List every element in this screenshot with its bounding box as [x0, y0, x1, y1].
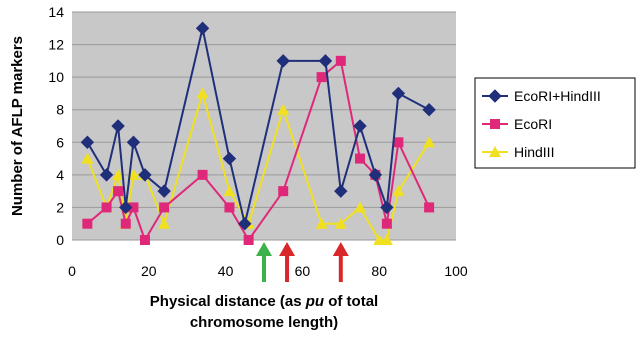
position-arrows — [256, 242, 349, 282]
data-point — [243, 235, 254, 245]
legend-items: EcoRI+HindIII EcoRI HindIII — [482, 88, 601, 160]
data-point — [380, 200, 394, 215]
data-point — [112, 168, 125, 180]
data-point — [101, 202, 112, 213]
y-axis-title: Number of AFLP markers — [9, 36, 26, 216]
x-tick-label: 80 — [371, 263, 387, 279]
data-point — [354, 201, 366, 213]
data-point — [223, 185, 236, 197]
y-tick-label: 12 — [48, 37, 64, 53]
y-tick-label: 14 — [48, 4, 64, 20]
x-axis-ticks: 0 20 40 60 80 100 — [68, 263, 468, 279]
data-point — [139, 235, 150, 245]
data-point — [111, 119, 125, 133]
data-point — [335, 55, 346, 66]
series-group — [80, 21, 436, 245]
legend-item: EcoRI+HindIII — [482, 88, 601, 104]
x-tick-label: 100 — [444, 263, 468, 279]
x-axis-title-part1: Physical distance (as — [150, 293, 306, 310]
position-arrow — [256, 242, 272, 282]
data-point — [277, 103, 290, 115]
data-point — [423, 136, 436, 148]
series-line — [86, 28, 430, 224]
data-point — [238, 217, 252, 231]
data-point — [318, 54, 333, 68]
data-point — [424, 202, 435, 213]
data-point — [373, 234, 386, 245]
data-point — [127, 168, 140, 180]
data-point — [276, 54, 290, 68]
data-point — [99, 168, 114, 182]
data-point — [334, 217, 347, 229]
x-tick-label: 60 — [295, 263, 311, 279]
position-arrow — [279, 242, 296, 282]
data-point — [159, 202, 170, 213]
data-point — [381, 218, 392, 229]
legend: EcoRI+HindIII EcoRI HindIII — [474, 77, 636, 169]
data-point — [488, 89, 502, 103]
data-point — [393, 137, 404, 148]
data-point — [490, 119, 500, 129]
data-point — [113, 186, 124, 197]
data-point — [316, 72, 327, 83]
data-point — [119, 200, 133, 215]
y-axis-ticks: 0 2 4 6 8 10 12 14 — [48, 4, 64, 248]
y-tick-label: 8 — [56, 102, 64, 118]
x-axis-title-part2: of total — [324, 293, 378, 310]
data-point — [368, 168, 383, 182]
data-point — [120, 218, 131, 229]
y-tick-label: 10 — [48, 69, 64, 85]
x-axis-title-italic: pu — [305, 293, 324, 310]
data-point — [315, 217, 328, 229]
y-tick-label: 0 — [56, 232, 64, 248]
data-point — [80, 135, 95, 149]
data-point — [157, 184, 171, 198]
data-point — [224, 202, 235, 213]
y-tick-label: 6 — [56, 134, 64, 150]
data-point — [81, 152, 94, 164]
x-axis-title-line2: chromosome length) — [190, 314, 338, 331]
data-point — [197, 169, 208, 180]
data-point — [138, 168, 152, 182]
data-point — [334, 184, 348, 198]
data-point — [158, 217, 171, 229]
plot-area — [72, 12, 456, 240]
data-point — [391, 86, 406, 101]
data-point — [222, 151, 237, 166]
legend-item: HindIII — [482, 144, 554, 160]
legend-label: HindIII — [514, 144, 554, 160]
data-point — [392, 185, 405, 197]
data-point — [422, 103, 436, 117]
data-point — [126, 135, 141, 149]
data-point — [355, 153, 365, 164]
data-point — [380, 234, 393, 245]
position-arrow — [332, 242, 349, 282]
legend-label: EcoRI+HindIII — [514, 88, 601, 104]
data-point — [196, 87, 209, 99]
y-tick-label: 2 — [56, 199, 64, 215]
x-axis-title-line1: Physical distance (as pu of total — [150, 293, 378, 310]
x-tick-label: 40 — [218, 263, 234, 279]
y-tick-label: 4 — [56, 167, 64, 183]
legend-item: EcoRI — [482, 116, 552, 132]
data-point — [353, 119, 367, 133]
series-EcoRI+HindIII — [80, 21, 436, 231]
data-point — [82, 218, 93, 229]
x-tick-label: 0 — [68, 263, 76, 279]
data-point — [128, 202, 139, 213]
data-point — [195, 21, 210, 35]
data-point — [489, 146, 501, 157]
x-tick-label: 20 — [141, 263, 157, 279]
legend-label: EcoRI — [514, 116, 552, 132]
data-point — [278, 186, 289, 197]
